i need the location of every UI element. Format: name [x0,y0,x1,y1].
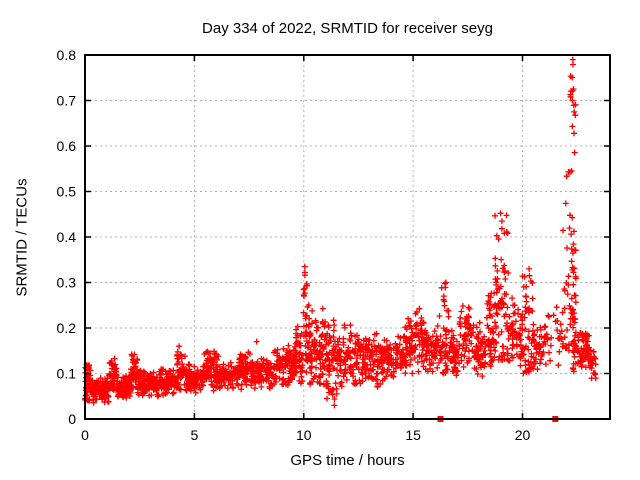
y-tick-label: 0.4 [57,229,77,245]
x-tick-label: 20 [515,427,531,443]
y-tick-label: 0.1 [57,366,77,382]
chart-title: Day 334 of 2022, SRMTID for receiver sey… [202,20,493,37]
scatter-points [82,56,599,409]
x-tick-label: 0 [81,427,89,443]
y-tick-label: 0.3 [57,275,77,291]
axis-ticks [84,54,610,420]
y-tick-label: 0.8 [57,47,77,63]
x-axis-label: GPS time / hours [290,452,405,469]
y-tick-label: 0.2 [57,320,77,336]
x-tick-label: 15 [405,427,421,443]
y-tick-label: 0.6 [57,138,77,154]
x-tick-label: 5 [190,427,198,443]
y-tick-label: 0 [68,411,76,427]
y-tick-label: 0.5 [57,184,77,200]
x-tick-label: 10 [296,427,312,443]
y-tick-label: 0.7 [57,93,77,109]
grid-lines [85,55,610,419]
